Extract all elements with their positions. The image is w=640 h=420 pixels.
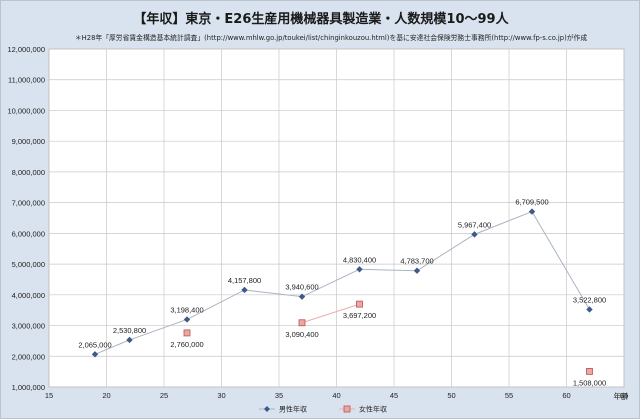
y-tick-label: 10,000,000 <box>7 106 45 115</box>
male-data-label: 3,940,600 <box>285 283 318 292</box>
gridlines <box>49 49 624 387</box>
male-data-label: 6,709,500 <box>515 198 548 207</box>
x-tick-label: 40 <box>332 391 340 400</box>
chart-title: 【年収】東京・E26生産用機械器具製造業・人数規模10～99人 <box>133 11 509 27</box>
y-tick-label: 1,000,000 <box>12 383 45 392</box>
x-tick-label: 20 <box>102 391 110 400</box>
x-tick-label: 65 <box>620 391 628 400</box>
y-tick-label: 9,000,000 <box>12 137 45 146</box>
male-data-point <box>471 231 478 238</box>
x-axis-label: 年齢 <box>614 391 629 401</box>
legend: 男性年収 女性年収 <box>259 405 387 414</box>
male-data-label: 3,522,800 <box>573 295 606 304</box>
male-data-point <box>413 267 421 274</box>
female-data-label: 3,090,400 <box>285 330 318 339</box>
y-axis-ticks: 1,000,000 2,000,000 3,000,000 4,000,000 5,00… <box>7 45 45 392</box>
x-tick-label: 25 <box>160 391 168 400</box>
legend-label-female: 女性年収 <box>359 405 387 414</box>
male-data-point <box>356 266 363 273</box>
chart-source-note: ＊H28年「厚労省賃金構造基本統計調査」(http://www.mhlw.go.… <box>75 33 587 42</box>
male-data-label: 2,065,000 <box>78 340 111 349</box>
female-data-label: 3,697,200 <box>343 311 376 320</box>
male-data-point <box>126 336 133 344</box>
female-data-label: 1,508,000 <box>573 378 606 387</box>
female-data-point <box>298 319 306 327</box>
y-tick-label: 8,000,000 <box>12 168 45 177</box>
x-tick-label: 55 <box>505 391 513 400</box>
male-series-line <box>94 210 590 355</box>
male-data-label: 4,783,700 <box>400 257 433 266</box>
female-series-line <box>301 303 360 324</box>
x-tick-label: 60 <box>562 391 570 400</box>
legend-marker-female <box>343 405 351 413</box>
y-tick-label: 12,000,000 <box>7 45 45 54</box>
male-data-label: 4,830,400 <box>343 255 376 264</box>
x-tick-label: 30 <box>217 391 225 400</box>
male-data-point <box>298 293 306 300</box>
y-tick-label: 4,000,000 <box>12 291 45 300</box>
male-data-point <box>586 306 593 313</box>
x-tick-label: 15 <box>45 391 53 400</box>
male-data-label: 5,967,400 <box>458 220 491 229</box>
y-tick-label: 7,000,000 <box>12 199 45 208</box>
x-tick-label: 35 <box>275 391 283 400</box>
male-data-point <box>528 208 536 215</box>
y-tick-label: 2,000,000 <box>12 352 45 361</box>
y-tick-label: 3,000,000 <box>12 322 45 331</box>
female-data-label: 2,760,000 <box>170 340 203 349</box>
y-tick-label: 6,000,000 <box>12 229 45 238</box>
x-axis-ticks: 15 20 25 30 35 40 45 50 55 60 65 <box>45 391 628 400</box>
male-data-point <box>183 316 191 323</box>
female-data-point <box>183 329 191 337</box>
y-tick-label: 5,000,000 <box>12 260 45 269</box>
y-tick-label: 11,000,000 <box>8 76 45 85</box>
legend-label-male: 男性年収 <box>279 405 307 414</box>
male-data-point <box>241 286 248 294</box>
female-data-point <box>356 300 363 308</box>
female-data-point <box>586 367 593 375</box>
male-data-label: 3,198,400 <box>170 305 203 314</box>
male-data-point <box>91 351 99 358</box>
x-tick-label: 50 <box>447 391 455 400</box>
x-tick-label: 45 <box>390 391 398 400</box>
male-data-label: 4,157,800 <box>228 276 261 285</box>
legend-marker-male <box>264 406 270 412</box>
male-data-label: 2,530,800 <box>113 326 146 335</box>
